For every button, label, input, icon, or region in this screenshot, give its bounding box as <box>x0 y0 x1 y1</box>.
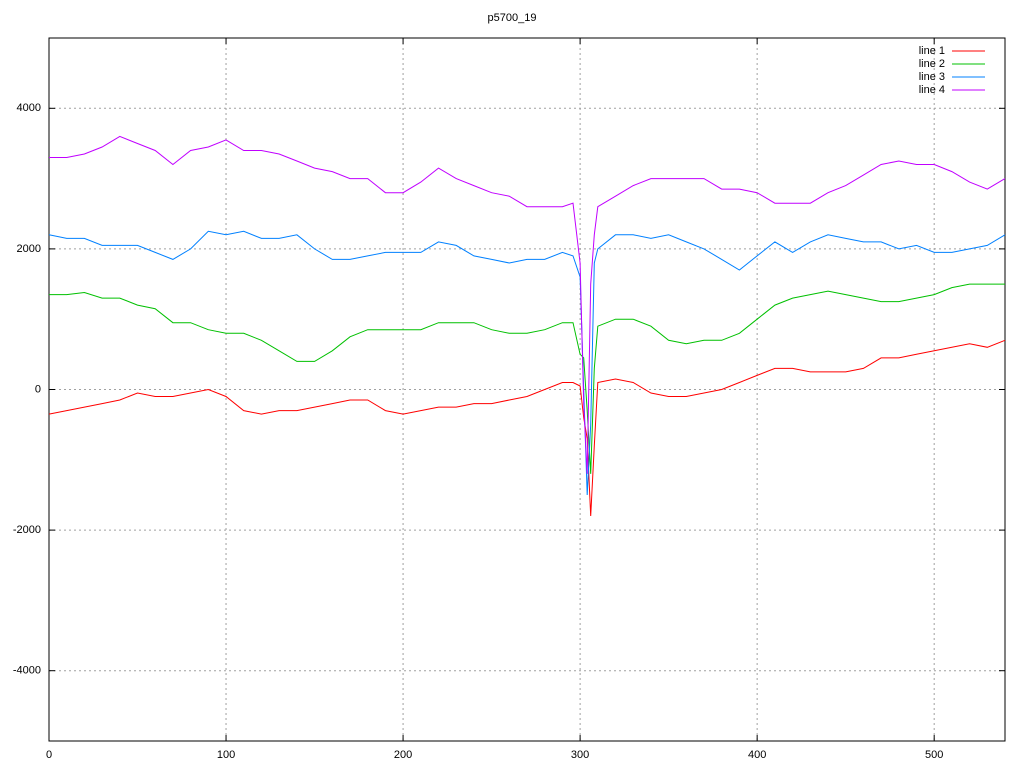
legend-label: line 1 <box>919 45 945 57</box>
series-line <box>49 135 1006 474</box>
x-tick-label: 300 <box>571 749 589 761</box>
y-tick-label: -4000 <box>13 665 41 677</box>
chart-title: p5700_19 <box>488 12 537 24</box>
plot-border <box>48 37 1006 742</box>
series-line <box>49 283 1005 474</box>
y-tick-label: -2000 <box>13 524 41 536</box>
x-tick-label: 0 <box>46 749 52 761</box>
y-tick-label: 4000 <box>17 102 41 114</box>
x-tick-label: 400 <box>748 749 766 761</box>
x-tick-label: 500 <box>925 749 943 761</box>
y-tick-label: 0 <box>35 383 41 395</box>
series-line <box>48 230 1006 496</box>
series-line <box>48 339 1006 517</box>
legend-label: line 4 <box>919 84 945 96</box>
x-tick-label: 200 <box>394 749 412 761</box>
legend-label: line 3 <box>919 71 945 83</box>
legend-label: line 2 <box>919 58 945 70</box>
y-tick-label: 2000 <box>17 243 41 255</box>
x-tick-label: 100 <box>217 749 235 761</box>
